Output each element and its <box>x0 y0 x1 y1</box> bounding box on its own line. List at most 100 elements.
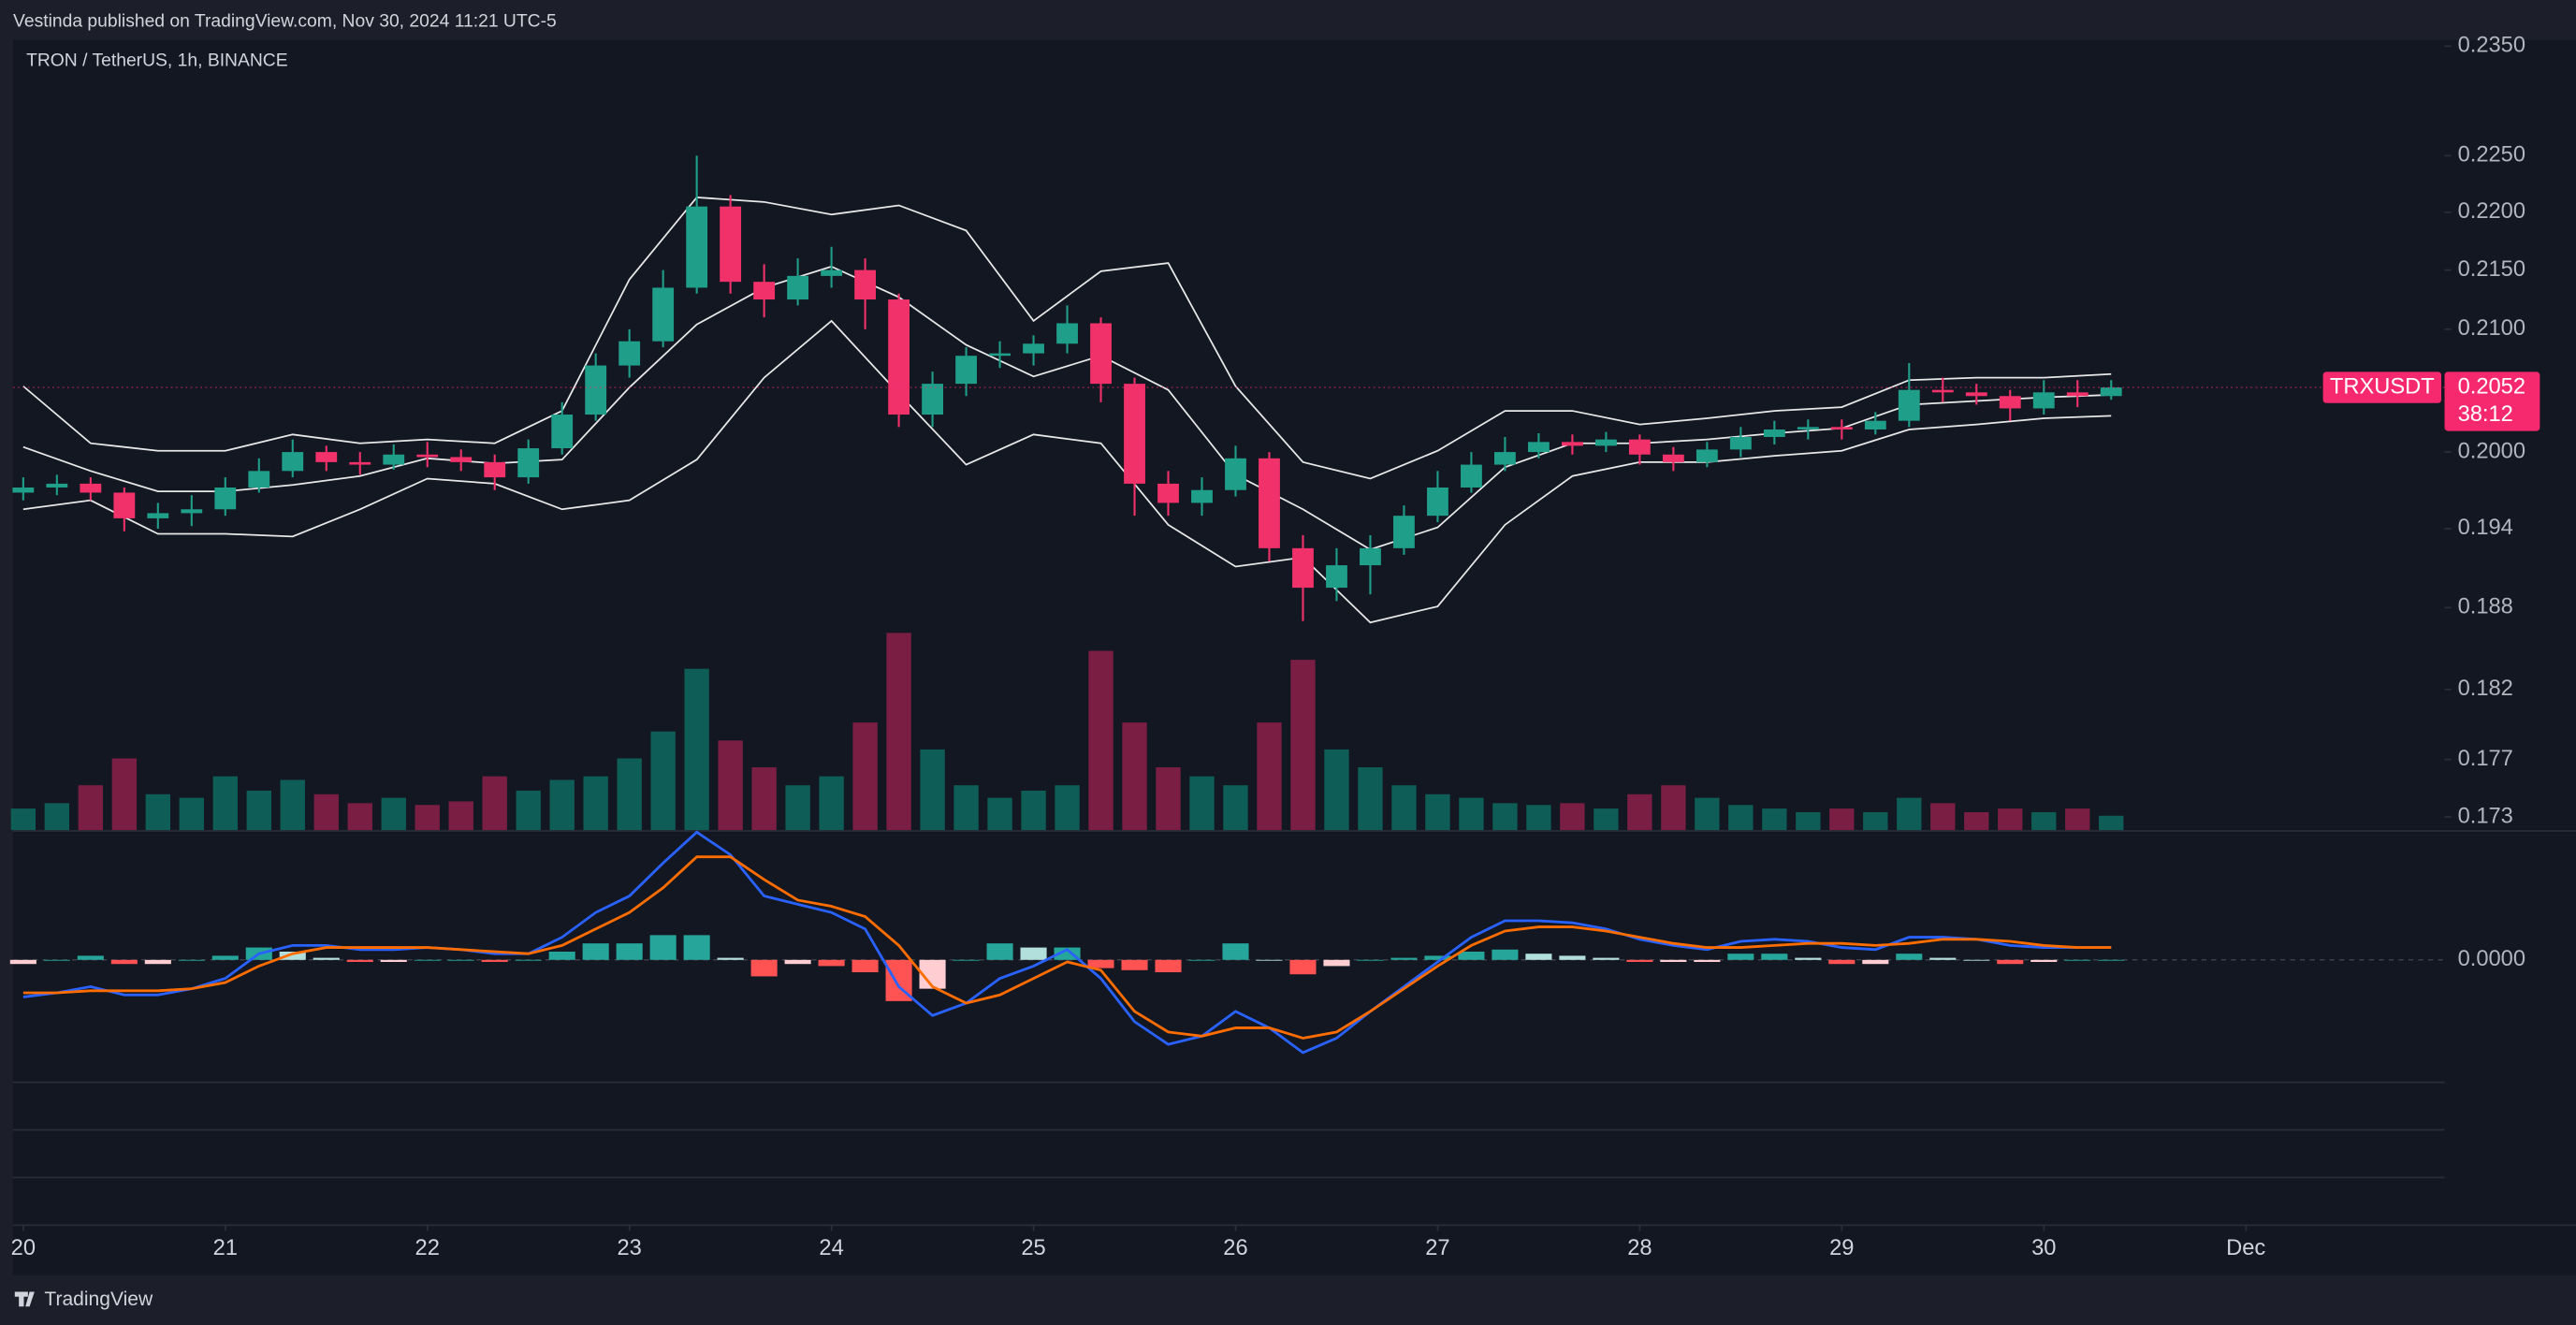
band-middle <box>22 265 2112 551</box>
symbol-badge <box>2322 371 2442 403</box>
volume-bar <box>1526 805 1551 831</box>
volume-bar <box>179 797 204 831</box>
candle-body <box>1461 464 1482 488</box>
y-tick-label: 0.0000 <box>2458 947 2525 971</box>
volume-bar <box>212 776 238 831</box>
candle-body <box>1763 429 1785 437</box>
candle-body <box>1662 454 1684 462</box>
histogram-bar <box>1256 959 1283 961</box>
last-price-label: 0.2052 <box>2458 374 2525 399</box>
band-lower <box>22 319 2112 624</box>
histogram-bar <box>1458 951 1485 960</box>
histogram-bar <box>380 959 407 963</box>
histogram-bar <box>1997 959 2024 965</box>
volume-bar <box>1829 808 1855 831</box>
volume-bar <box>1223 785 1248 831</box>
volume-bar <box>1627 794 1652 831</box>
x-tick-label: 24 <box>819 1236 843 1260</box>
volume-bar <box>1425 794 1450 831</box>
candle-body <box>315 452 338 462</box>
y-tick-label: 0.194 <box>2458 516 2513 540</box>
candle-body <box>1931 389 1954 393</box>
candle-body <box>821 269 843 276</box>
volume-bar <box>751 767 777 831</box>
histogram-bar <box>1963 959 1990 961</box>
volume-bar <box>1088 650 1113 831</box>
candle-body <box>854 269 877 300</box>
histogram-bar <box>77 955 104 960</box>
volume-bar <box>1492 803 1518 831</box>
macd-line <box>22 855 2112 1040</box>
symbol-label: TRXUSDT <box>2330 374 2435 399</box>
volume-bar <box>448 801 473 831</box>
histogram-bar <box>683 935 710 960</box>
candle-body <box>1729 436 1752 450</box>
histogram-bar <box>1289 959 1317 975</box>
candle-body <box>1999 396 2021 409</box>
y-tick-label: 0.2100 <box>2458 316 2525 341</box>
histogram-bar <box>986 943 1013 960</box>
candle-body <box>80 483 102 493</box>
x-tick-label: 30 <box>2031 1236 2056 1260</box>
x-tick-label: 29 <box>1829 1236 1854 1260</box>
symbol-legend: TRON / TetherUS, 1h, BINANCE <box>26 51 288 70</box>
volume-bar <box>1257 722 1282 831</box>
volume-bar <box>1695 797 1720 831</box>
histogram-bar <box>1188 959 1215 961</box>
volume-bar <box>718 740 743 831</box>
volume-bar <box>785 785 810 831</box>
histogram-bar <box>717 957 744 960</box>
candle-body <box>619 341 641 366</box>
x-tick-label: 26 <box>1223 1236 1247 1260</box>
band-upper <box>22 197 2112 480</box>
histogram-bar <box>1559 955 1586 960</box>
histogram-bar <box>178 959 205 961</box>
macd-line <box>22 830 2112 1055</box>
candle-body <box>1797 427 1819 430</box>
candle-body <box>12 487 35 493</box>
volume-bar <box>987 797 1012 831</box>
y-tick-label: 0.2350 <box>2458 34 2525 58</box>
candle-body <box>2066 392 2088 397</box>
y-tick-label: 0.2250 <box>2458 143 2525 167</box>
volume-bar <box>1998 808 2023 831</box>
volume-bar <box>1863 811 1888 831</box>
volume-bar <box>1661 785 1686 831</box>
price-badge <box>2444 371 2540 431</box>
candle-body <box>1393 516 1415 548</box>
candle-body <box>955 356 977 385</box>
volume-bar <box>280 779 305 831</box>
tradingview-logo: TradingView <box>14 1289 153 1310</box>
candle-body <box>1124 384 1145 484</box>
x-tick-label: 22 <box>415 1236 440 1260</box>
candle-body <box>1259 458 1280 548</box>
histogram-bar <box>1795 957 1822 960</box>
candle-body <box>1527 442 1550 453</box>
candle-body <box>753 282 776 300</box>
x-tick-label: Dec <box>2226 1236 2265 1260</box>
volume-bar <box>1324 749 1349 831</box>
y-tick-label: 0.2200 <box>2458 199 2525 224</box>
candle-body <box>989 353 1011 357</box>
histogram-bar <box>1492 949 1519 960</box>
y-tick-label: 0.182 <box>2458 677 2513 701</box>
bollinger-bands <box>22 197 2112 624</box>
candle-body <box>147 513 169 518</box>
volume-bar <box>145 794 170 831</box>
candle-body <box>1830 427 1853 430</box>
histogram-bar <box>481 959 508 963</box>
candle-body <box>1056 323 1078 344</box>
histogram-bar <box>1323 959 1350 967</box>
candle-body <box>46 483 68 488</box>
volume-bar <box>617 758 642 831</box>
candle-body <box>416 454 439 458</box>
histogram-bar <box>953 959 980 961</box>
histogram-bar <box>1020 947 1047 960</box>
volume-bar <box>246 790 271 831</box>
histogram-bar <box>1424 955 1451 960</box>
candle-body <box>1594 439 1617 446</box>
histogram-bar <box>851 959 879 973</box>
footer-brand[interactable]: TradingView <box>44 1289 153 1310</box>
x-tick-label: 20 <box>11 1236 36 1260</box>
